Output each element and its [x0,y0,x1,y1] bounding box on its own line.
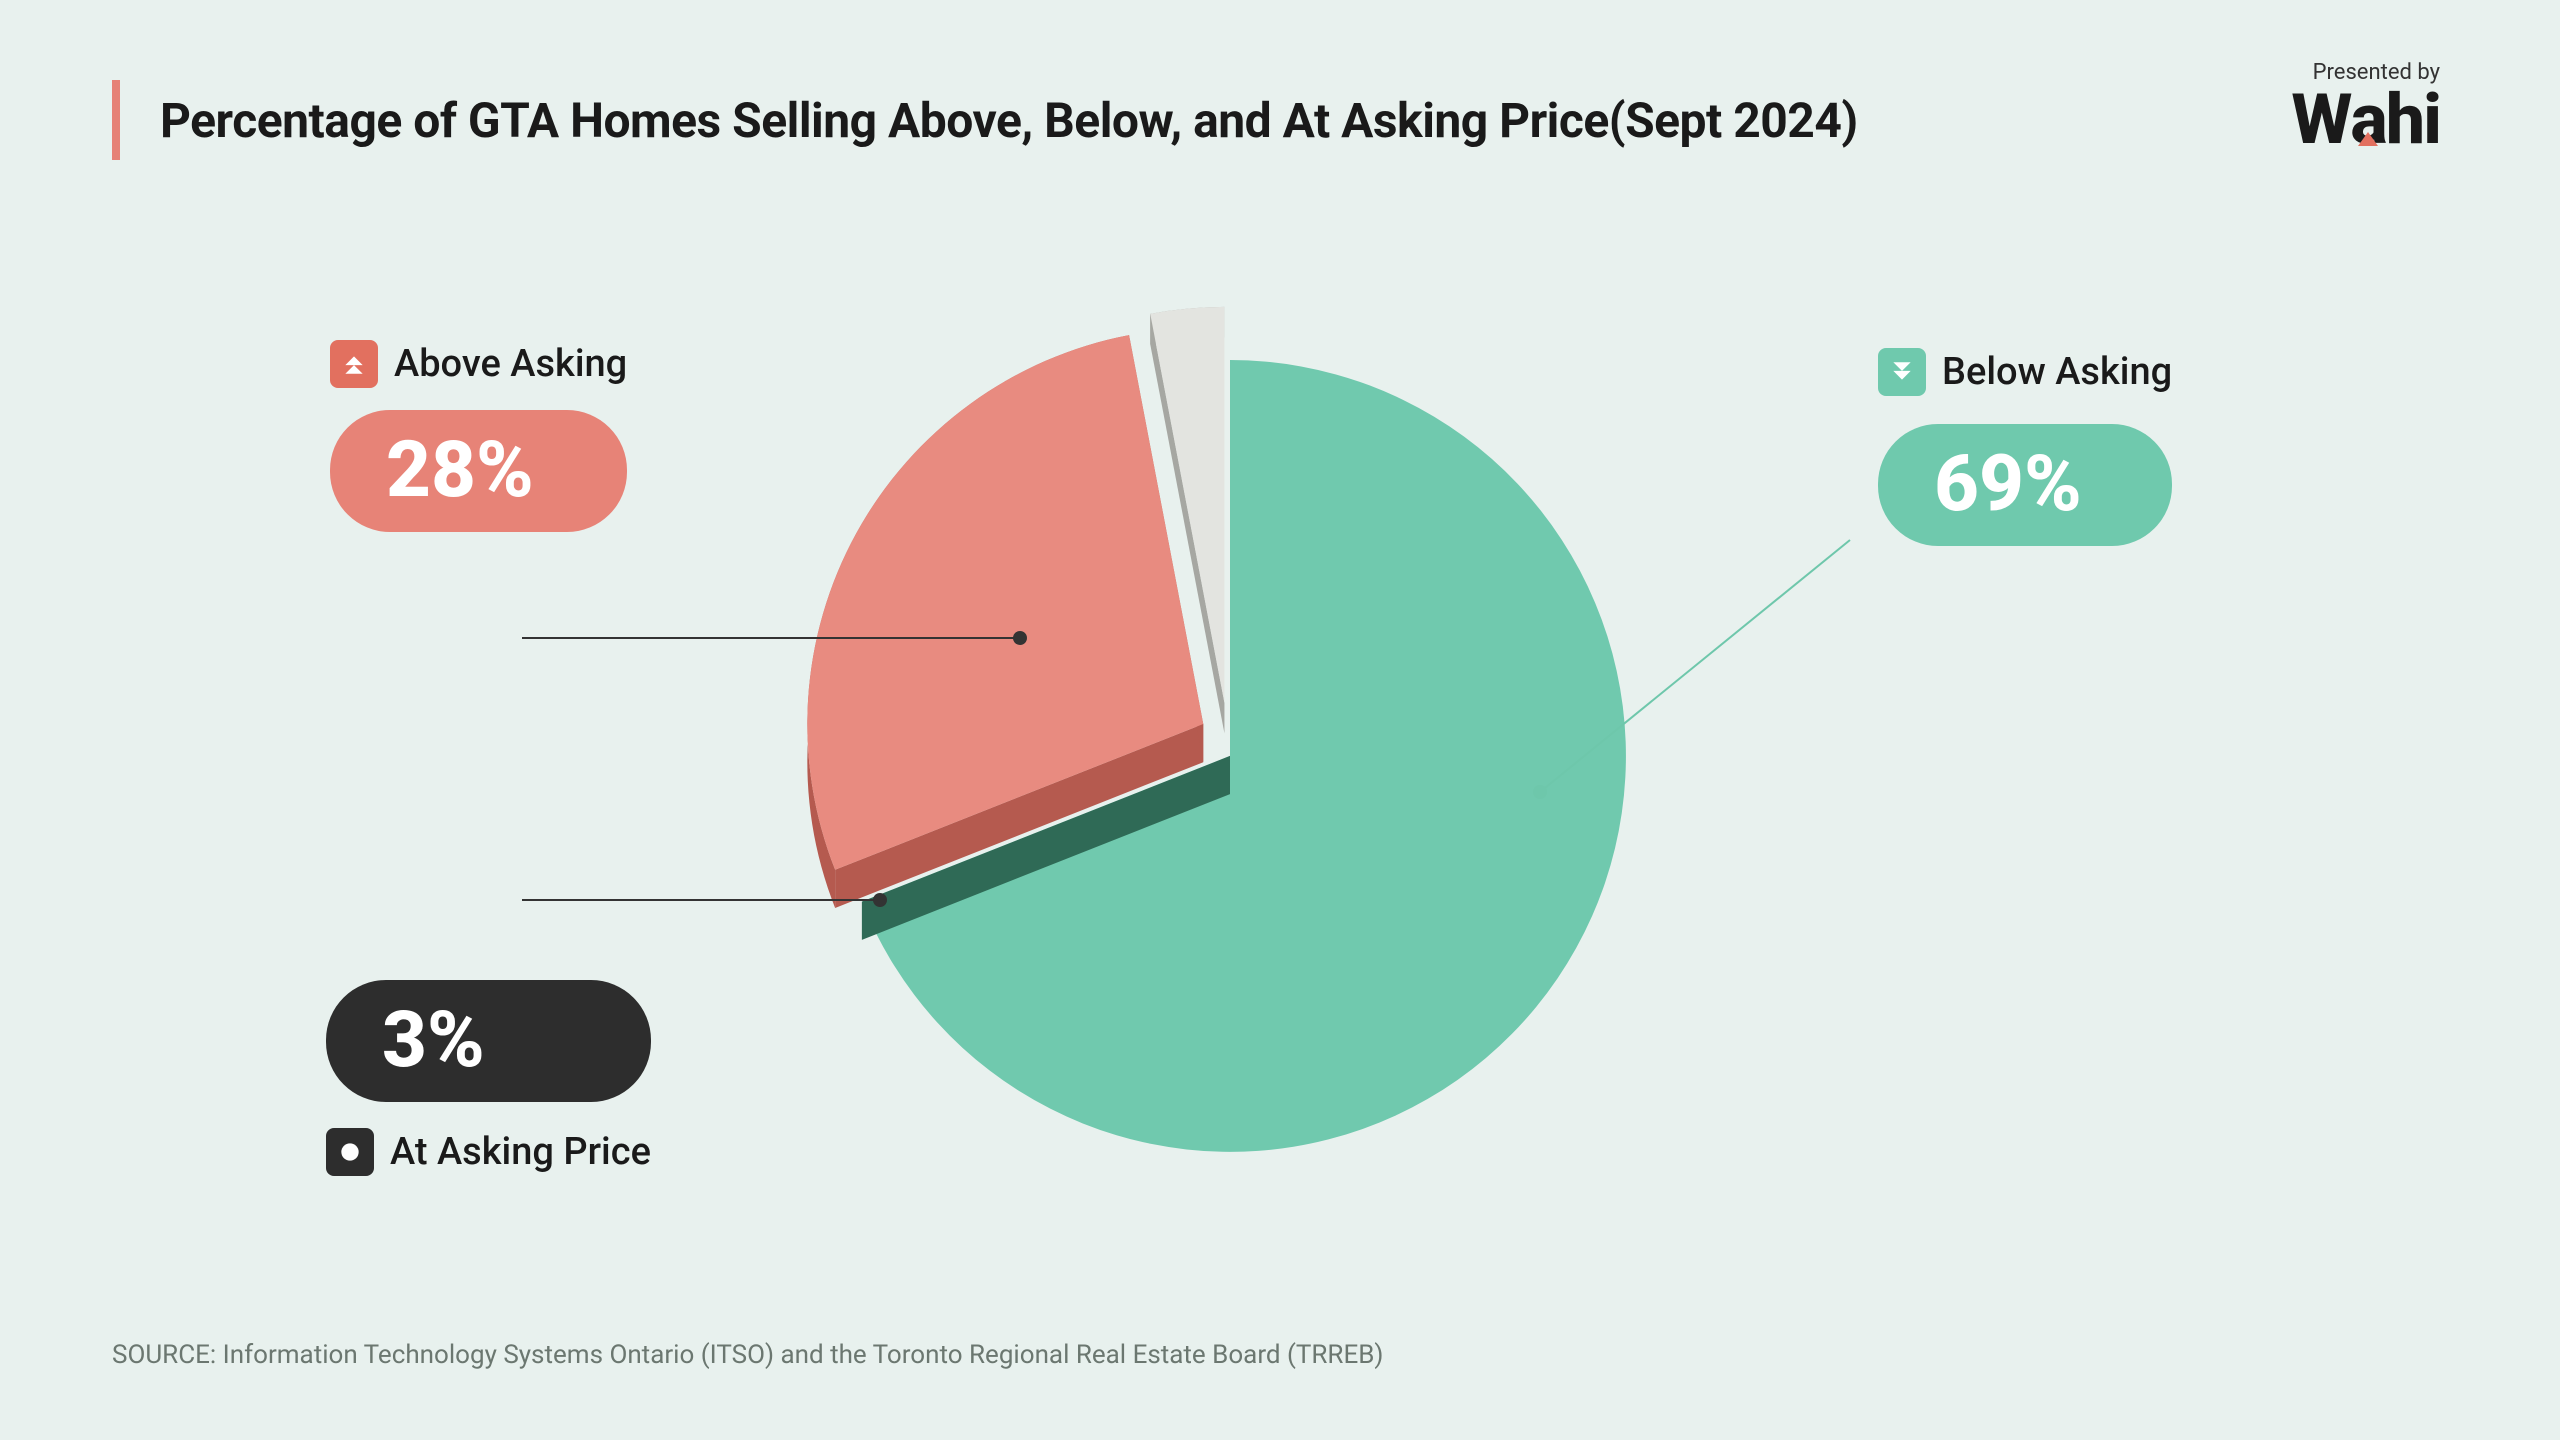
callout-at-label-row: At Asking Price [326,1128,651,1176]
callout-above-asking: Above Asking 28% [330,340,627,532]
source-attribution: SOURCE: Information Technology Systems O… [112,1340,1384,1370]
callout-below-asking: Below Asking 69% [1878,348,2172,546]
chart-area: Above Asking 28% Below Asking 69% 3% At … [0,0,2560,1440]
callout-above-label: Above Asking [394,342,627,386]
callout-below-pill: 69% [1878,424,2172,546]
double-down-icon [1878,348,1926,396]
callout-at-pill: 3% [326,980,651,1102]
callout-above-pill: 28% [330,410,627,532]
circle-icon [326,1128,374,1176]
callout-at-asking: 3% At Asking Price [326,980,651,1176]
callout-at-label: At Asking Price [390,1130,651,1174]
callout-below-label: Below Asking [1942,350,2172,394]
double-up-icon [330,340,378,388]
callout-above-label-row: Above Asking [330,340,627,388]
pie-chart [815,360,1645,1190]
callout-below-label-row: Below Asking [1878,348,2172,396]
